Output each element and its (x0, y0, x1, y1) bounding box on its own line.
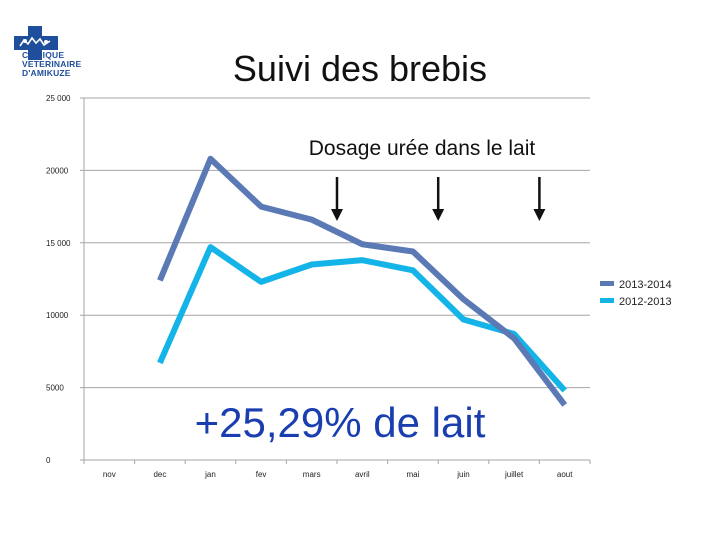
legend: 2013-2014 2012-2013 (600, 279, 672, 308)
y-tick-label: 10000 (46, 311, 69, 320)
series-lines (157, 155, 568, 407)
callout-label: +25,29% de lait (195, 399, 486, 446)
legend-swatch (600, 281, 614, 286)
x-tick-label: juillet (504, 470, 524, 479)
x-axis-tick-labels: nov dec jan fev mars avril mai juin juillet aout (103, 470, 573, 479)
x-tick-label: fev (256, 470, 267, 479)
arrow-head-icon (432, 209, 445, 221)
x-tick-label: nov (103, 470, 116, 479)
logo-text-line-3: D'AMIKUZE (22, 68, 71, 78)
series-line-2012-2013 (157, 244, 567, 393)
y-axis-tick-labels: 0 5000 10000 15 000 20000 25 000 (46, 94, 71, 465)
y-tick-label: 5000 (46, 384, 64, 393)
annotation-arrows (331, 177, 546, 221)
medical-cross-icon (14, 26, 58, 60)
x-tick-label: juin (456, 470, 469, 479)
x-tick-label: dec (153, 470, 166, 479)
legend-label: 2013-2014 (619, 279, 672, 291)
legend-swatch (600, 298, 614, 303)
clinic-logo: CLINIQUE VETERINAIRE D'AMIKUZE (8, 22, 120, 82)
x-tick-label: aout (557, 470, 573, 479)
y-tick-label: 25 000 (46, 94, 71, 103)
x-tick-label: avril (355, 470, 370, 479)
grid-lines (80, 97, 591, 464)
y-tick-label: 20000 (46, 166, 69, 175)
series-line-2013-2014 (157, 155, 568, 407)
legend-label: 2012-2013 (619, 296, 672, 308)
logo-text-line-2: VETERINAIRE (22, 59, 82, 69)
arrow-head-icon (533, 209, 546, 221)
y-tick-label: 0 (46, 456, 51, 465)
x-tick-label: mars (303, 470, 321, 479)
x-tick-label: mai (406, 470, 419, 479)
x-tick-label: jan (204, 470, 216, 479)
arrow-head-icon (331, 209, 343, 221)
y-tick-label: 15 000 (46, 239, 71, 248)
logo-text-line-1: CLINIQUE (22, 50, 65, 60)
slide-title: Suivi des brebis (232, 48, 488, 89)
annotation-label: Dosage urée dans le lait (309, 137, 536, 160)
